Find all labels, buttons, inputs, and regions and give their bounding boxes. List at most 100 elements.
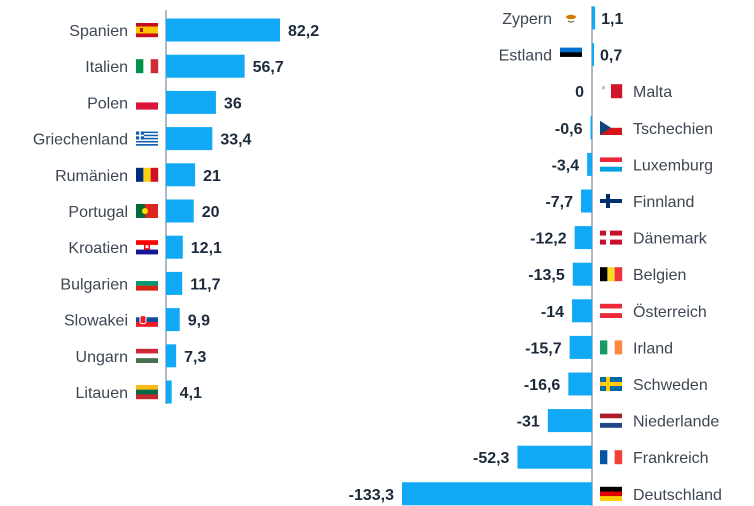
value-label: 36 — [224, 95, 242, 112]
bar-irland — [569, 335, 592, 359]
category-label: Malta — [633, 84, 672, 101]
flag-poland-icon — [136, 95, 158, 110]
bar-belgien — [572, 262, 592, 286]
value-label: -16,6 — [524, 377, 561, 394]
value-label: 9,9 — [188, 313, 210, 330]
flag-france-icon — [600, 450, 623, 465]
value-label: 4,1 — [180, 385, 202, 402]
flag-denmark-icon — [600, 230, 622, 245]
category-label: Frankreich — [633, 450, 709, 467]
value-label: 21 — [203, 168, 221, 185]
flag-malta-icon — [600, 84, 623, 99]
bar-niederlande — [547, 409, 592, 433]
value-label: 1,1 — [601, 11, 623, 28]
bar-finnland — [581, 189, 592, 213]
flag-spain-icon — [136, 23, 158, 38]
category-label: Kroatien — [68, 240, 128, 257]
bar-österreich — [572, 299, 592, 323]
value-label: -3,4 — [552, 157, 580, 174]
flag-czechia-icon — [600, 120, 622, 135]
flag-croatia-icon — [136, 240, 158, 255]
value-label: -133,3 — [349, 487, 394, 504]
bar-tschechien — [590, 116, 592, 140]
category-label: Portugal — [68, 204, 128, 221]
category-label: Belgien — [633, 267, 686, 284]
bar-kroatien — [166, 235, 183, 259]
category-label: Österreich — [633, 303, 707, 321]
value-label: 20 — [202, 204, 220, 221]
value-label: -13,5 — [528, 267, 565, 284]
value-label: -52,3 — [473, 450, 510, 467]
flag-ireland-icon — [600, 340, 623, 355]
bar-rumänien — [166, 163, 196, 187]
flag-belgium-icon — [600, 267, 623, 282]
bar-bulgarien — [166, 271, 183, 295]
bar-zypern — [592, 6, 596, 30]
flag-luxembourg-icon — [600, 157, 622, 172]
category-label: Slowakei — [64, 313, 128, 330]
category-label: Luxemburg — [633, 157, 713, 174]
value-label: 12,1 — [191, 240, 222, 257]
bar-polen — [166, 90, 216, 114]
flag-bulgaria-icon — [136, 276, 158, 291]
bar-spanien — [166, 18, 280, 42]
category-label: Litauen — [76, 385, 129, 402]
category-label: Deutschland — [633, 487, 722, 504]
category-label: Bulgarien — [60, 276, 128, 293]
flag-romania-icon — [136, 167, 159, 182]
bar-estland — [592, 43, 594, 67]
bar-griechenland — [166, 127, 213, 151]
value-label: 11,7 — [190, 276, 220, 293]
flag-estonia-icon — [560, 47, 582, 62]
value-label: 56,7 — [253, 59, 284, 76]
bar-frankreich — [517, 445, 592, 469]
category-label: Schweden — [633, 377, 708, 394]
category-label: Tschechien — [633, 121, 713, 138]
category-label: Rumänien — [55, 168, 128, 185]
category-label: Spanien — [69, 23, 128, 40]
category-label: Italien — [85, 59, 128, 76]
category-label: Ungarn — [76, 349, 128, 366]
flag-portugal-icon — [136, 204, 158, 218]
value-label: -15,7 — [525, 340, 562, 357]
bar-portugal — [166, 199, 194, 223]
value-label: 7,3 — [184, 349, 206, 366]
value-label: -7,7 — [545, 194, 573, 211]
category-label: Estland — [499, 48, 552, 65]
flag-slovakia-icon — [136, 312, 158, 327]
flag-greece-icon — [136, 131, 158, 146]
flag-hungary-icon — [136, 348, 158, 363]
category-label: Irland — [633, 340, 673, 357]
category-label: Polen — [87, 95, 128, 112]
value-label: 33,4 — [220, 132, 251, 149]
category-label: Zypern — [502, 11, 552, 28]
flag-lithuania-icon — [136, 385, 158, 400]
category-label: Griechenland — [33, 132, 128, 149]
value-label: 0,7 — [600, 48, 622, 65]
bar-litauen — [166, 380, 172, 404]
value-label: -0,6 — [555, 121, 583, 138]
value-label: -12,2 — [530, 231, 567, 248]
flag-sweden-icon — [600, 377, 622, 391]
flag-italy-icon — [136, 59, 159, 74]
flag-netherlands-icon — [600, 413, 622, 428]
value-label: -31 — [517, 414, 540, 431]
bar-slowakei — [166, 308, 180, 332]
value-label: 82,2 — [288, 23, 319, 40]
bar-ungarn — [166, 344, 177, 368]
flag-cyprus-icon — [560, 11, 582, 25]
value-label: 0 — [575, 84, 584, 101]
bar-schweden — [568, 372, 592, 396]
flag-germany-icon — [600, 486, 622, 501]
bar-deutschland — [402, 482, 592, 506]
bar-italien — [166, 54, 245, 78]
bar-dänemark — [574, 226, 592, 250]
bar-luxemburg — [587, 152, 592, 176]
flag-finland-icon — [600, 194, 622, 208]
category-label: Finnland — [633, 194, 694, 211]
value-label: -14 — [541, 304, 564, 321]
category-label: Niederlande — [633, 414, 719, 431]
category-label: Dänemark — [633, 231, 708, 248]
